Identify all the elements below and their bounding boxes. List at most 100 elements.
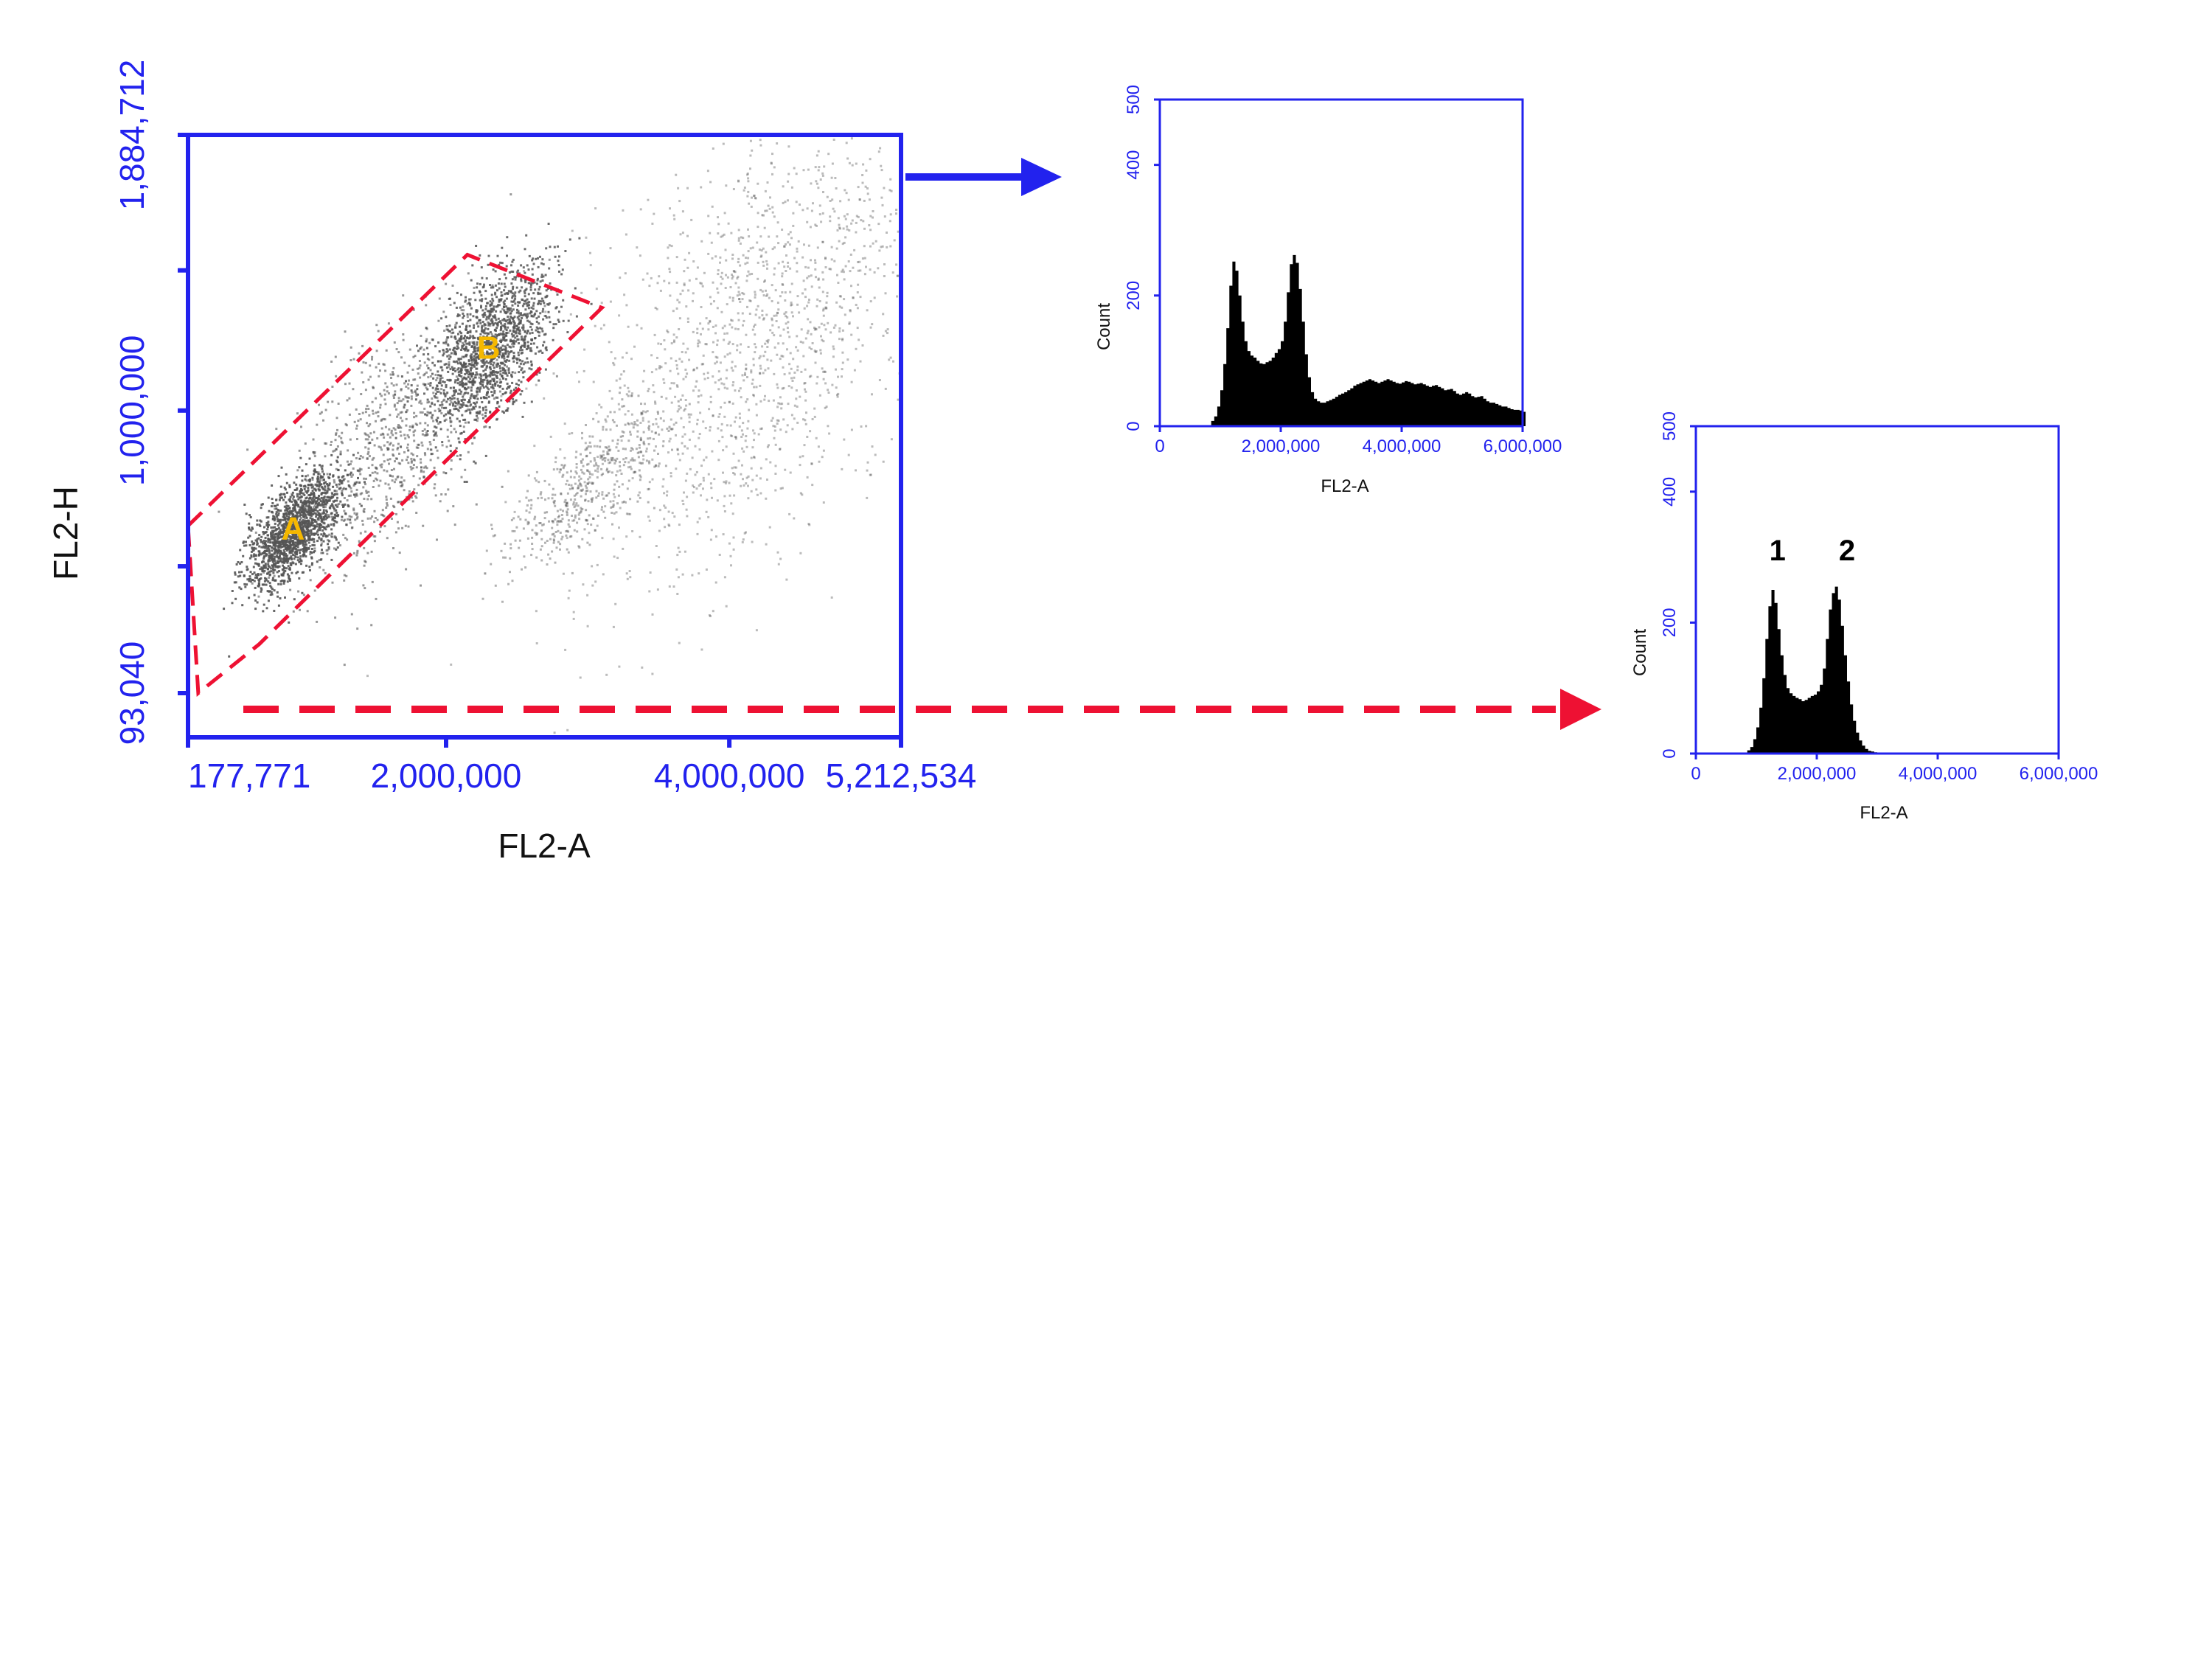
scatter-dot [522, 363, 525, 366]
scatter-dot [373, 540, 376, 543]
scatter-dot [374, 471, 377, 474]
scatter-dot [361, 456, 364, 459]
scatter-dot [237, 575, 240, 578]
scatter-dot [400, 388, 403, 391]
scatter-dot [838, 330, 841, 333]
scatter-dot [316, 498, 319, 501]
scatter-dot [288, 509, 291, 512]
scatter-dot [461, 382, 464, 385]
scatter-dot [447, 336, 450, 339]
scatter-dot [257, 554, 260, 557]
scatter-dot [524, 330, 526, 333]
scatter-dot [434, 446, 437, 449]
scatter-dot [308, 523, 311, 526]
scatter-dot [452, 349, 455, 352]
scatter-dot [276, 571, 279, 574]
scatter-dot [499, 320, 502, 323]
scatter-dot [343, 579, 346, 582]
scatter-dot [458, 406, 461, 409]
scatter-dot [501, 485, 504, 488]
scatter-dot [557, 264, 560, 267]
scatter-dot [723, 510, 726, 512]
scatter-dot [835, 386, 838, 389]
scatter-dot [568, 238, 571, 241]
scatter-dot [262, 556, 265, 559]
scatter-dot [445, 472, 448, 475]
scatter-dot [331, 518, 334, 521]
scatter-dot [405, 385, 408, 388]
scatter-dot [292, 539, 295, 542]
scatter-dot [484, 415, 487, 417]
scatter-dot [640, 462, 643, 465]
scatter-dot [465, 347, 467, 350]
scatter-dot [599, 327, 602, 330]
scatter-dot [366, 422, 368, 425]
scatter-dot [316, 530, 319, 533]
scatter-dot [305, 500, 308, 503]
scatter-dot [512, 340, 515, 343]
scatter-dot [259, 568, 262, 571]
scatter-dot [356, 627, 359, 630]
scatter-dot [375, 397, 378, 400]
scatter-dot [884, 387, 887, 390]
scatter-dot [423, 428, 426, 431]
scatter-dot [299, 528, 302, 531]
scatter-dot [308, 457, 311, 460]
scatter-dot [814, 361, 817, 364]
scatter-dot [497, 371, 500, 374]
scatter-dot [341, 431, 344, 434]
scatter-dot [612, 361, 615, 364]
scatter-dot [623, 500, 626, 503]
scatter-dot [335, 448, 338, 451]
scatter-dot [313, 540, 316, 543]
scatter-dot [323, 512, 326, 515]
scatter-dots [218, 137, 901, 734]
scatter-dot [591, 497, 594, 500]
scatter-dot [392, 427, 395, 430]
scatter-dot [532, 257, 535, 260]
scatter-dot [871, 445, 874, 448]
scatter-dot [621, 483, 624, 486]
scatter-dot [473, 394, 476, 397]
scatter-dot [277, 537, 280, 540]
scatter-dot [641, 278, 644, 281]
scatter-dot [439, 375, 442, 377]
scatter-dot [486, 386, 489, 389]
scatter-dot [276, 556, 279, 559]
scatter-dot [309, 517, 312, 520]
scatter-dot [263, 569, 266, 572]
scatter-dot [439, 360, 442, 363]
scatter-dot [262, 603, 265, 606]
scatter-dot [481, 341, 484, 344]
scatter-dot [402, 294, 405, 297]
scatter-dot [303, 553, 306, 556]
scatter-dot [300, 504, 303, 507]
scatter-dot [411, 368, 414, 371]
scatter-dot [479, 344, 482, 347]
scatter-dot [248, 514, 251, 517]
scatter-dot [265, 531, 268, 533]
scatter-dot [575, 463, 578, 465]
scatter-dot [265, 545, 268, 548]
scatter-dot [394, 460, 396, 463]
scatter-dot [466, 313, 469, 316]
scatter-dot [507, 350, 509, 353]
scatter-dot [339, 500, 342, 503]
scatter-dot [268, 509, 271, 512]
scatter-dot [295, 526, 298, 529]
scatter-dot [567, 519, 570, 522]
scatter-dot [397, 425, 400, 428]
scatter-dot [577, 513, 580, 516]
scatter-dot [318, 536, 321, 539]
scatter-dot [500, 394, 503, 397]
scatter-dot [698, 517, 701, 520]
scatter-dot [383, 436, 386, 439]
scatter-dot [341, 494, 344, 497]
scatter-dot [511, 260, 514, 263]
scatter-dot [528, 304, 530, 307]
scatter-dot [469, 304, 472, 307]
scatter-dot [507, 386, 509, 389]
scatter-dot [514, 302, 517, 305]
scatter-dot [486, 346, 489, 349]
scatter-dot [330, 491, 333, 494]
